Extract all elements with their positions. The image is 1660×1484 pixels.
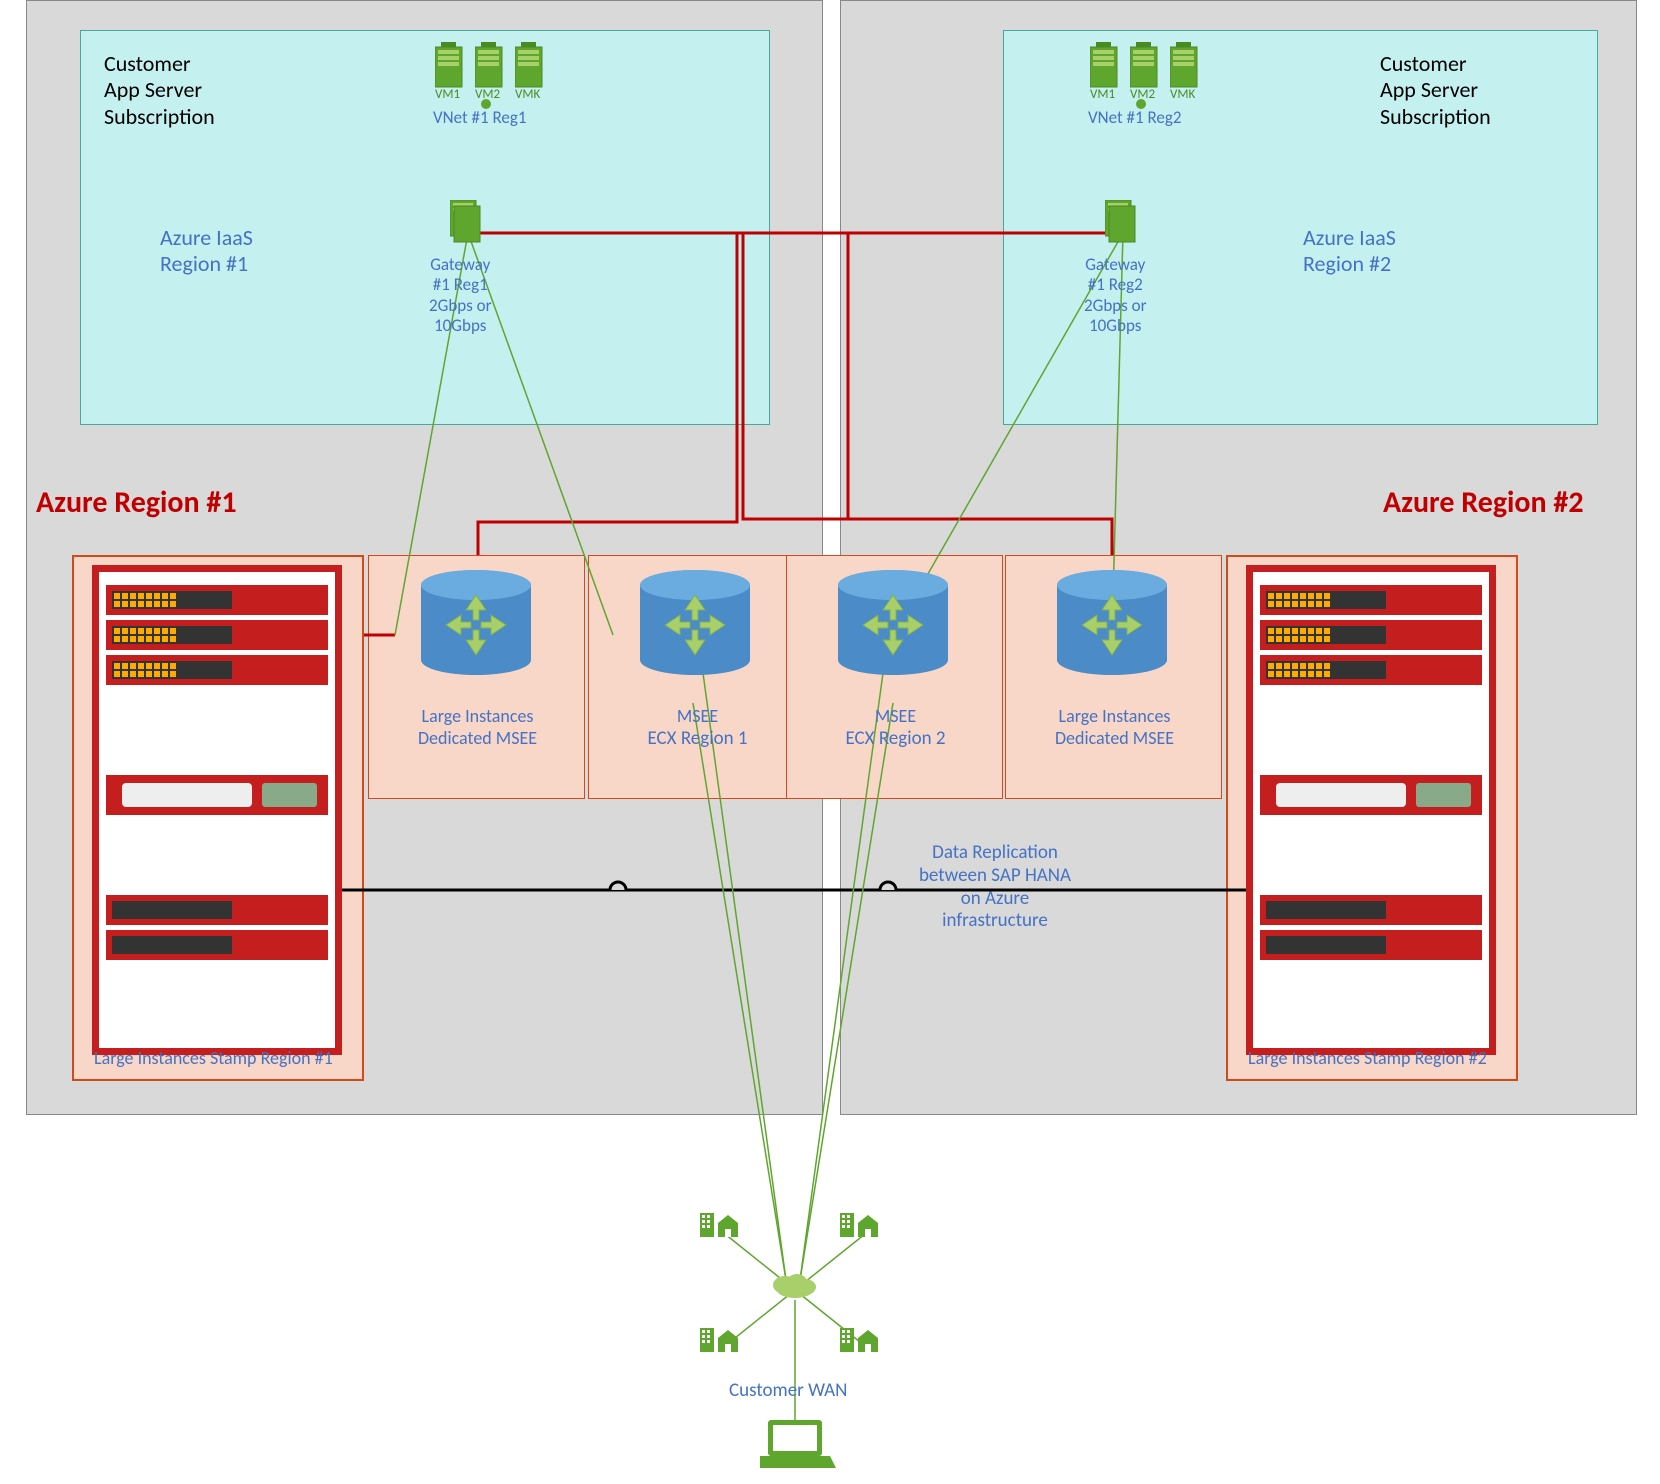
vm-label: VM1 (1090, 87, 1115, 103)
gateway-label-r1: Gateway #1 Reg1 2Gbps or 10Gbps (429, 255, 492, 337)
rack-r2 (1246, 565, 1496, 1055)
replication-label: Data Replication between SAP HANA on Azu… (850, 842, 1140, 933)
stamp-label-r1: Large Instances Stamp Region #1 (94, 1048, 333, 1070)
region-title-r1: Azure Region #1 (36, 485, 237, 521)
site-icon (700, 1205, 745, 1240)
vm-icon (1090, 42, 1120, 92)
site-icon (840, 1320, 885, 1355)
cloud-icon (765, 1270, 825, 1302)
vm-label: VMK (515, 87, 540, 103)
customer-wan-label: Customer WAN (729, 1380, 847, 1403)
li-msee-cyl-r1 (421, 570, 531, 680)
vm-label: VM2 (475, 87, 500, 103)
vm-icon (435, 42, 465, 92)
iaas-region-r2: Azure IaaS Region #2 (1303, 225, 1396, 278)
msee-label-r2: MSEE ECX Region 2 (813, 706, 978, 750)
vm-icon (1170, 42, 1200, 92)
li-msee-label-r1: Large Instances Dedicated MSEE (395, 706, 560, 749)
vm-label: VM1 (435, 87, 460, 103)
gateway-icon-r2 (1105, 200, 1145, 250)
msee-label-r1: MSEE ECX Region 1 (615, 706, 780, 750)
cust-sub-r2: Customer App Server Subscription (1380, 51, 1491, 130)
vnet-label-r1: VNet #1 Reg1 (433, 108, 526, 128)
vm-icon (475, 42, 505, 92)
gateway-icon-r1 (450, 200, 490, 250)
msee-cyl-r1 (640, 570, 750, 680)
iaas-region-r1: Azure IaaS Region #1 (160, 225, 253, 278)
cust-sub-r1: Customer App Server Subscription (104, 51, 215, 130)
site-icon (700, 1320, 745, 1355)
stamp-label-r2: Large Instances Stamp Region #2 (1248, 1048, 1487, 1070)
li-msee-label-r2: Large Instances Dedicated MSEE (1032, 706, 1197, 749)
vnet-label-r2: VNet #1 Reg2 (1088, 108, 1181, 128)
vm-label: VM2 (1130, 87, 1155, 103)
region-title-r2: Azure Region #2 (1383, 485, 1584, 521)
vm-icon (1130, 42, 1160, 92)
msee-cyl-r2 (838, 570, 948, 680)
gateway-label-r2: Gateway #1 Reg2 2Gbps or 10Gbps (1084, 255, 1147, 337)
li-msee-cyl-r2 (1057, 570, 1167, 680)
site-icon (840, 1205, 885, 1240)
vm-icon (515, 42, 545, 92)
laptop-icon (760, 1420, 840, 1475)
vm-label: VMK (1170, 87, 1195, 103)
rack-r1 (92, 565, 342, 1055)
